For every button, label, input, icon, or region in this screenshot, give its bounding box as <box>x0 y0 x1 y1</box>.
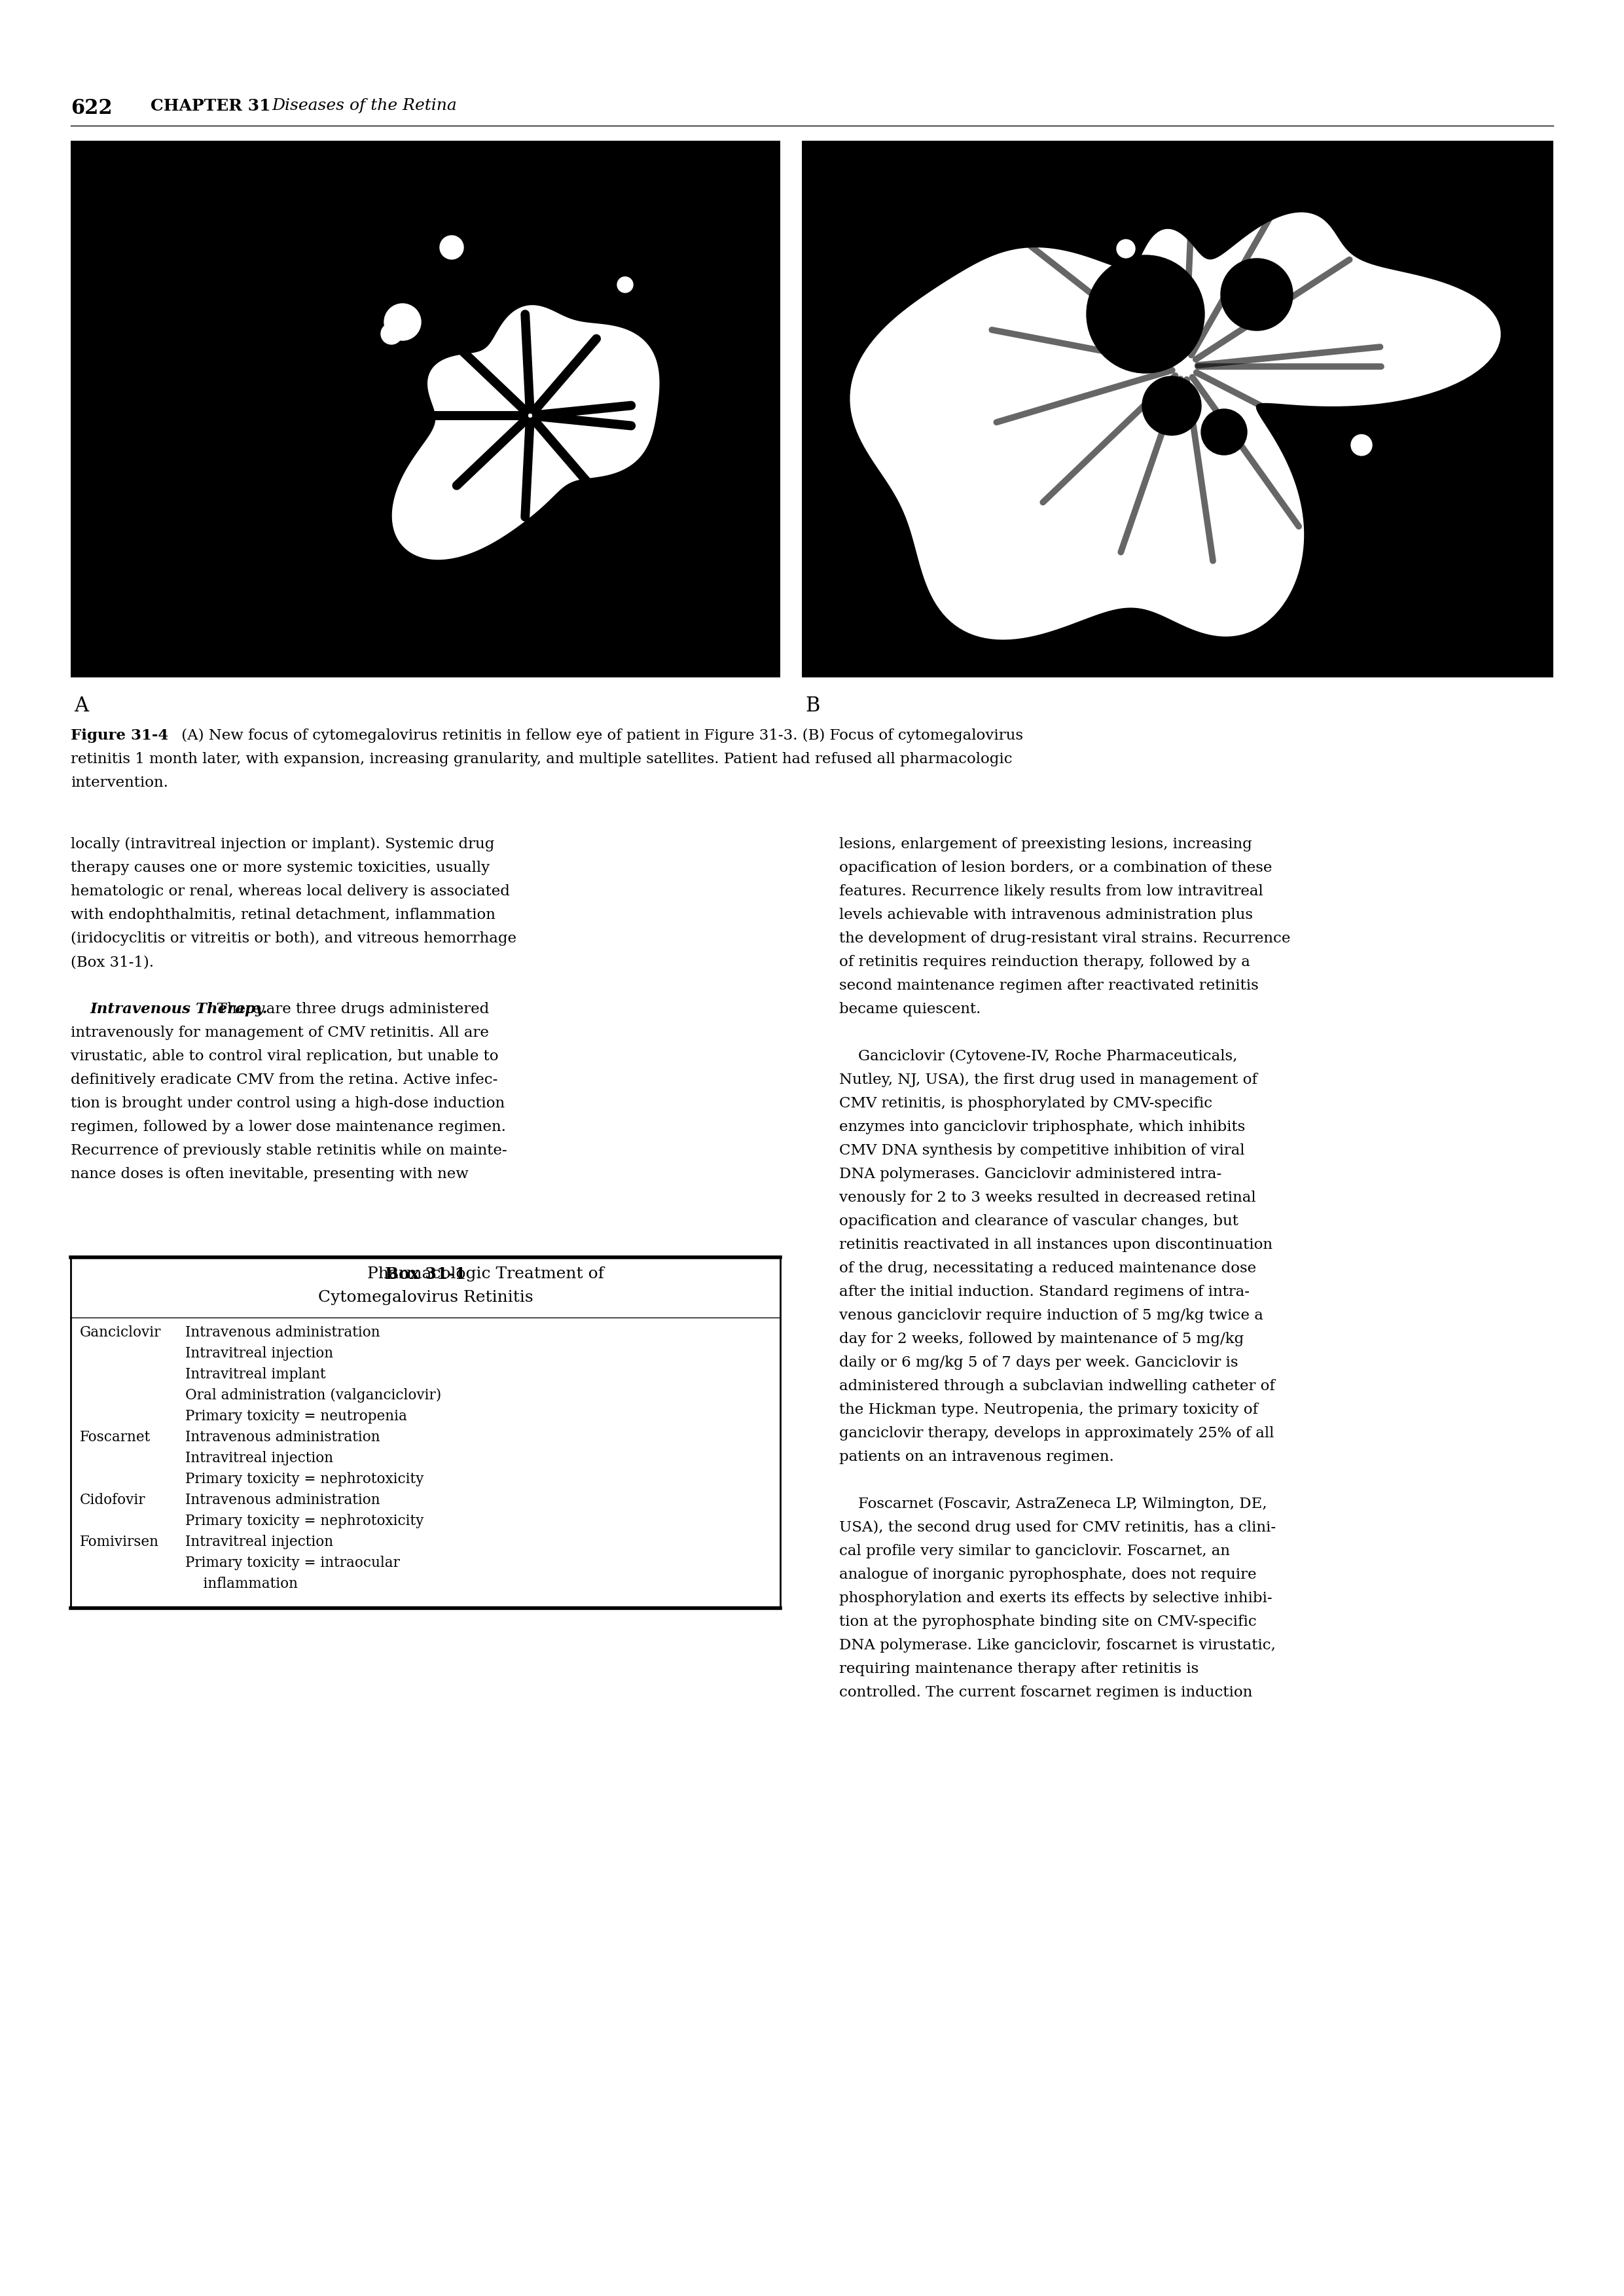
Text: Ganciclovir: Ganciclovir <box>80 1325 161 1341</box>
Circle shape <box>1086 255 1205 372</box>
Text: after the initial induction. Standard regimens of intra-: after the initial induction. Standard re… <box>840 1286 1249 1300</box>
Text: lesions, enlargement of preexisting lesions, increasing: lesions, enlargement of preexisting lesi… <box>840 838 1252 852</box>
Text: Cytomegalovirus Retinitis: Cytomegalovirus Retinitis <box>318 1290 533 1304</box>
Circle shape <box>617 278 633 292</box>
Text: Intravenous administration: Intravenous administration <box>185 1430 380 1444</box>
Text: levels achievable with intravenous administration plus: levels achievable with intravenous admin… <box>840 907 1252 923</box>
Circle shape <box>1351 434 1372 455</box>
Text: intravenously for management of CMV retinitis. All are: intravenously for management of CMV reti… <box>71 1026 489 1040</box>
Text: Intravitreal injection: Intravitreal injection <box>185 1534 333 1550</box>
Text: Intravenous administration: Intravenous administration <box>185 1325 380 1341</box>
Text: DNA polymerases. Ganciclovir administered intra-: DNA polymerases. Ganciclovir administere… <box>840 1166 1221 1182</box>
Text: (iridocyclitis or vitreitis or both), and vitreous hemorrhage: (iridocyclitis or vitreitis or both), an… <box>71 932 516 946</box>
Circle shape <box>968 287 996 315</box>
Text: CHAPTER 31: CHAPTER 31 <box>151 99 271 115</box>
Text: Intravitreal injection: Intravitreal injection <box>185 1345 333 1362</box>
Text: venous ganciclovir require induction of 5 mg/kg twice a: venous ganciclovir require induction of … <box>840 1309 1263 1322</box>
Text: Oral administration (valganciclovir): Oral administration (valganciclovir) <box>185 1389 442 1403</box>
Text: (Box 31-1).: (Box 31-1). <box>71 955 154 969</box>
Text: Intravenous Therapy.: Intravenous Therapy. <box>91 1001 268 1017</box>
Text: day for 2 weeks, followed by maintenance of 5 mg/kg: day for 2 weeks, followed by maintenance… <box>840 1332 1244 1345</box>
Text: inflammation: inflammation <box>185 1577 297 1591</box>
Circle shape <box>382 324 401 344</box>
Text: Recurrence of previously stable retinitis while on mainte-: Recurrence of previously stable retiniti… <box>71 1143 507 1157</box>
Bar <box>71 1258 780 1607</box>
Text: intervention.: intervention. <box>71 776 169 790</box>
Text: enzymes into ganciclovir triphosphate, which inhibits: enzymes into ganciclovir triphosphate, w… <box>840 1120 1246 1134</box>
Text: became quiescent.: became quiescent. <box>840 1001 981 1017</box>
Text: opacification and clearance of vascular changes, but: opacification and clearance of vascular … <box>840 1215 1239 1228</box>
Text: Box 31-1: Box 31-1 <box>385 1267 466 1281</box>
Text: definitively eradicate CMV from the retina. Active infec-: definitively eradicate CMV from the reti… <box>71 1072 497 1086</box>
Text: tion at the pyrophosphate binding site on CMV-specific: tion at the pyrophosphate binding site o… <box>840 1614 1257 1630</box>
Text: Ganciclovir (Cytovene-IV, Roche Pharmaceuticals,: Ganciclovir (Cytovene-IV, Roche Pharmace… <box>840 1049 1237 1063</box>
Text: Fomivirsen: Fomivirsen <box>80 1534 159 1550</box>
Text: the development of drug-resistant viral strains. Recurrence: the development of drug-resistant viral … <box>840 932 1291 946</box>
Text: analogue of inorganic pyrophosphate, does not require: analogue of inorganic pyrophosphate, doe… <box>840 1568 1257 1582</box>
Circle shape <box>1202 409 1247 455</box>
Text: (A) New focus of cytomegalovirus retinitis in fellow eye of patient in Figure 31: (A) New focus of cytomegalovirus retinit… <box>177 728 1023 744</box>
Circle shape <box>1221 259 1293 331</box>
Text: Pharmacologic Treatment of: Pharmacologic Treatment of <box>362 1267 604 1281</box>
Text: administered through a subclavian indwelling catheter of: administered through a subclavian indwel… <box>840 1380 1275 1394</box>
Text: A: A <box>75 696 88 716</box>
Text: retinitis reactivated in all instances upon discontinuation: retinitis reactivated in all instances u… <box>840 1238 1273 1251</box>
Circle shape <box>1142 377 1202 436</box>
Text: of the drug, necessitating a reduced maintenance dose: of the drug, necessitating a reduced mai… <box>840 1261 1257 1277</box>
Text: cal profile very similar to ganciclovir. Foscarnet, an: cal profile very similar to ganciclovir.… <box>840 1543 1229 1559</box>
Text: daily or 6 mg/kg 5 of 7 days per week. Ganciclovir is: daily or 6 mg/kg 5 of 7 days per week. G… <box>840 1355 1237 1371</box>
Text: with endophthalmitis, retinal detachment, inflammation: with endophthalmitis, retinal detachment… <box>71 907 495 923</box>
Text: DNA polymerase. Like ganciclovir, foscarnet is virustatic,: DNA polymerase. Like ganciclovir, foscar… <box>840 1639 1276 1653</box>
Text: the Hickman type. Neutropenia, the primary toxicity of: the Hickman type. Neutropenia, the prima… <box>840 1403 1259 1417</box>
Text: CMV DNA synthesis by competitive inhibition of viral: CMV DNA synthesis by competitive inhibit… <box>840 1143 1244 1157</box>
Text: features. Recurrence likely results from low intravitreal: features. Recurrence likely results from… <box>840 884 1263 898</box>
Bar <box>802 140 1553 677</box>
Text: regimen, followed by a lower dose maintenance regimen.: regimen, followed by a lower dose mainte… <box>71 1120 507 1134</box>
Text: Primary toxicity = neutropenia: Primary toxicity = neutropenia <box>185 1410 408 1424</box>
Text: second maintenance regimen after reactivated retinitis: second maintenance regimen after reactiv… <box>840 978 1259 992</box>
Text: hematologic or renal, whereas local delivery is associated: hematologic or renal, whereas local deli… <box>71 884 510 898</box>
Text: therapy causes one or more systemic toxicities, usually: therapy causes one or more systemic toxi… <box>71 861 490 875</box>
Text: nance doses is often inevitable, presenting with new: nance doses is often inevitable, present… <box>71 1166 468 1182</box>
Circle shape <box>1125 471 1140 484</box>
Text: opacification of lesion borders, or a combination of these: opacification of lesion borders, or a co… <box>840 861 1272 875</box>
Circle shape <box>1117 239 1135 257</box>
Text: locally (intravitreal injection or implant). Systemic drug: locally (intravitreal injection or impla… <box>71 838 494 852</box>
Text: Primary toxicity = intraocular: Primary toxicity = intraocular <box>185 1557 400 1570</box>
Circle shape <box>887 388 908 409</box>
Text: ganciclovir therapy, develops in approximately 25% of all: ganciclovir therapy, develops in approxi… <box>840 1426 1275 1440</box>
Text: Figure 31-4: Figure 31-4 <box>71 728 169 744</box>
Circle shape <box>440 236 463 259</box>
Text: tion is brought under control using a high-dose induction: tion is brought under control using a hi… <box>71 1095 505 1111</box>
Text: virustatic, able to control viral replication, but unable to: virustatic, able to control viral replic… <box>71 1049 499 1063</box>
Text: retinitis 1 month later, with expansion, increasing granularity, and multiple sa: retinitis 1 month later, with expansion,… <box>71 753 1012 767</box>
Text: Diseases of the Retina: Diseases of the Retina <box>271 99 456 113</box>
Text: There are three drugs administered: There are three drugs administered <box>203 1001 489 1017</box>
Circle shape <box>916 491 942 517</box>
Circle shape <box>385 303 421 340</box>
Text: of retinitis requires reinduction therapy, followed by a: of retinitis requires reinduction therap… <box>840 955 1250 969</box>
Text: Cidofovir: Cidofovir <box>80 1492 146 1506</box>
Text: controlled. The current foscarnet regimen is induction: controlled. The current foscarnet regime… <box>840 1685 1252 1699</box>
Text: 622: 622 <box>71 99 112 119</box>
Bar <box>71 140 780 677</box>
Text: Nutley, NJ, USA), the first drug used in management of: Nutley, NJ, USA), the first drug used in… <box>840 1072 1257 1088</box>
Text: Intravenous administration: Intravenous administration <box>185 1492 380 1506</box>
Text: Intravitreal injection: Intravitreal injection <box>185 1451 333 1465</box>
Text: USA), the second drug used for CMV retinitis, has a clini-: USA), the second drug used for CMV retin… <box>840 1520 1276 1534</box>
Circle shape <box>976 445 1000 471</box>
Text: patients on an intravenous regimen.: patients on an intravenous regimen. <box>840 1449 1114 1465</box>
Text: Foscarnet: Foscarnet <box>80 1430 151 1444</box>
Text: CMV retinitis, is phosphorylated by CMV-specific: CMV retinitis, is phosphorylated by CMV-… <box>840 1095 1213 1111</box>
Text: Primary toxicity = nephrotoxicity: Primary toxicity = nephrotoxicity <box>185 1472 424 1486</box>
Text: Primary toxicity = nephrotoxicity: Primary toxicity = nephrotoxicity <box>185 1513 424 1529</box>
Text: requiring maintenance therapy after retinitis is: requiring maintenance therapy after reti… <box>840 1662 1199 1676</box>
Text: B: B <box>806 696 820 716</box>
Text: Intravitreal implant: Intravitreal implant <box>185 1366 326 1382</box>
Text: venously for 2 to 3 weeks resulted in decreased retinal: venously for 2 to 3 weeks resulted in de… <box>840 1192 1255 1205</box>
Text: Foscarnet (Foscavir, AstraZeneca LP, Wilmington, DE,: Foscarnet (Foscavir, AstraZeneca LP, Wil… <box>840 1497 1267 1511</box>
Circle shape <box>1367 319 1382 335</box>
Text: phosphorylation and exerts its effects by selective inhibi-: phosphorylation and exerts its effects b… <box>840 1591 1272 1605</box>
